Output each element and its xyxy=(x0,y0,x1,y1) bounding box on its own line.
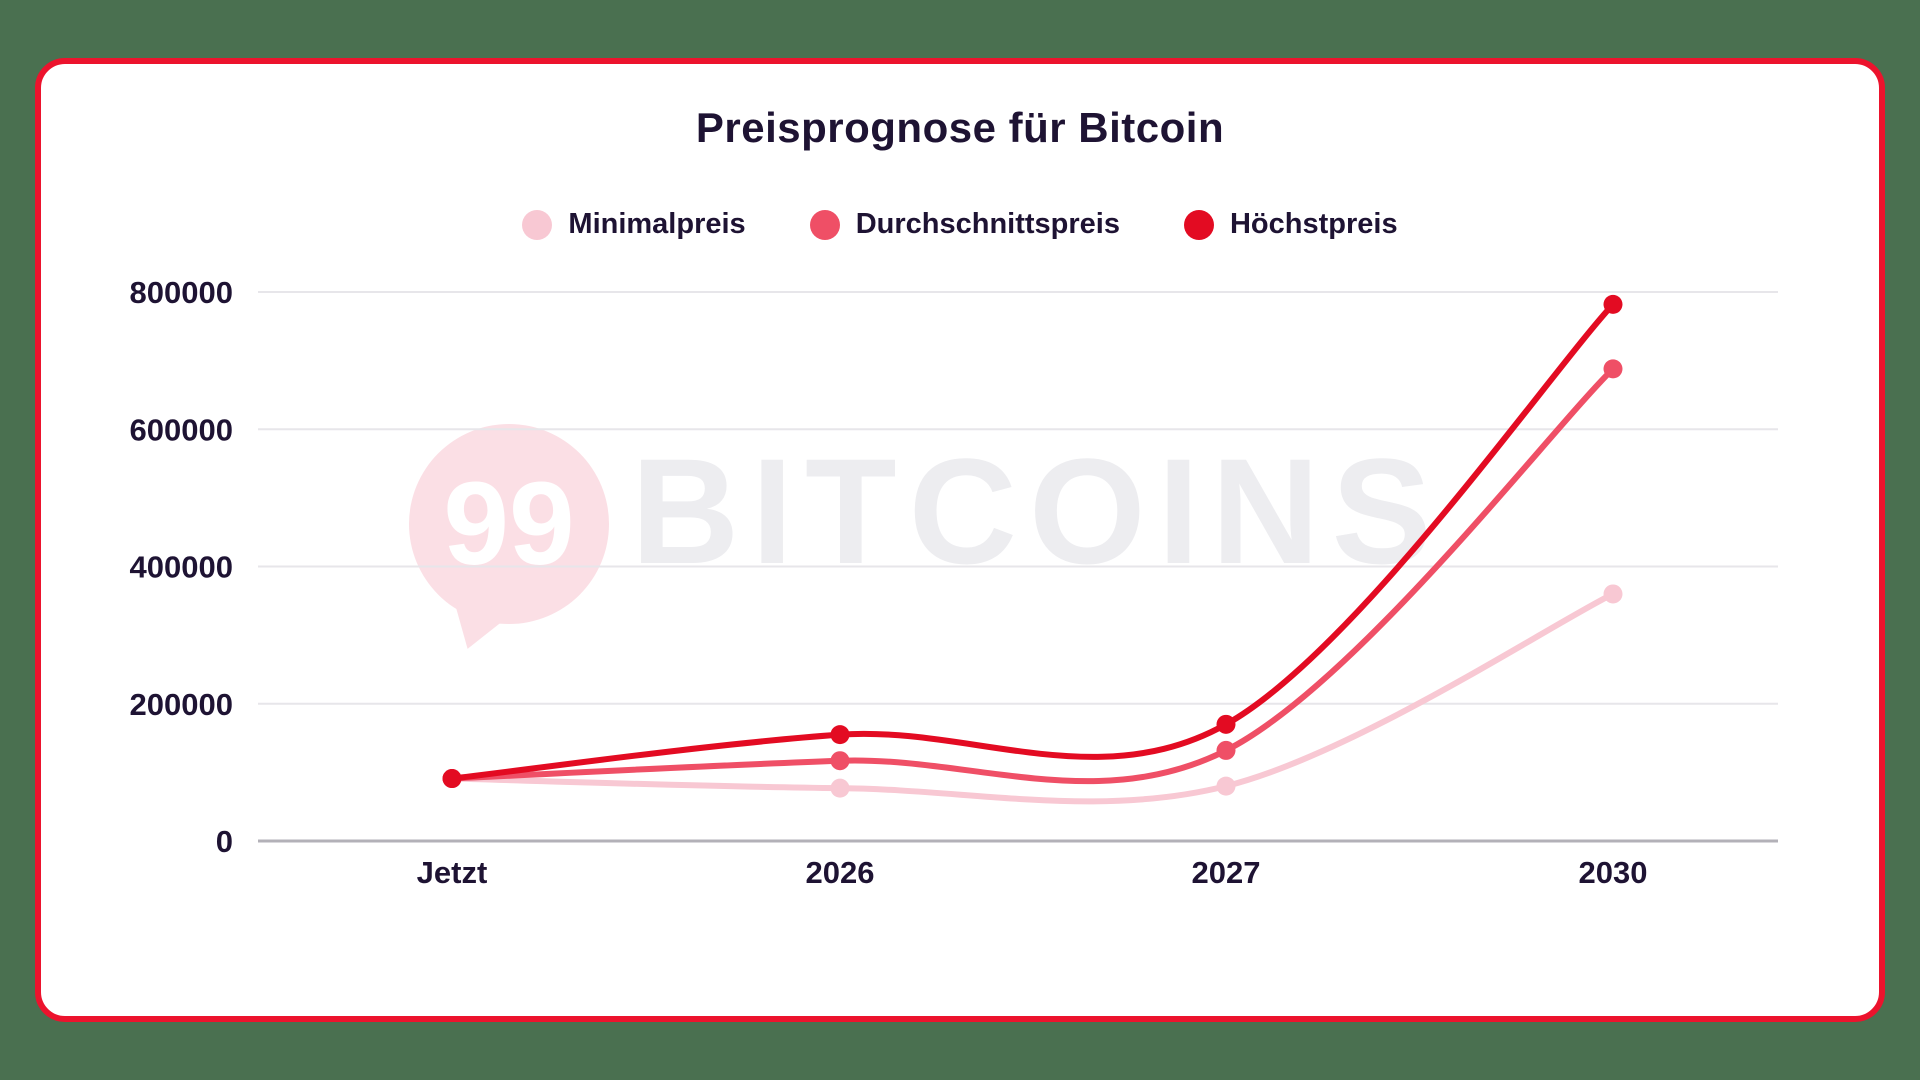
watermark-99bitcoins: 99 BITCOINS xyxy=(409,424,1444,659)
data-point-durchschnittspreis xyxy=(1216,740,1236,760)
watermark-logo-number: 99 xyxy=(443,458,575,590)
x-tick-label: 2026 xyxy=(806,855,875,890)
legend-item-durchschnittspreis: Durchschnittspreis xyxy=(809,208,1120,241)
data-point-minimalpreis xyxy=(1216,776,1236,796)
series-line-höchstpreis xyxy=(449,301,1616,782)
legend-item-höchstpreis: Höchstpreis xyxy=(1183,208,1398,241)
y-tick-label: 800000 xyxy=(130,275,233,310)
legend-label: Durchschnittspreis xyxy=(855,208,1120,240)
data-point-höchstpreis xyxy=(1216,714,1236,734)
legend-label: Minimalpreis xyxy=(568,208,746,240)
line-chart: 0 200000 400000 600000 800000 Jetzt 2026 2027 20… xyxy=(130,275,1778,890)
data-point-minimalpreis xyxy=(1603,584,1623,604)
data-point-minimalpreis xyxy=(830,778,850,798)
data-point-durchschnittspreis xyxy=(830,751,850,771)
x-tick-label: 2030 xyxy=(1579,855,1648,890)
legend: Minimalpreis Durchschnittspreis Höchstprei… xyxy=(41,208,1879,241)
chart-card: Preisprognose für Bitcoin Minimalpreis Du… xyxy=(35,58,1885,1022)
watermark-pin-circle: 99 xyxy=(409,424,609,624)
legend-dot-icon xyxy=(1183,209,1214,240)
data-point-höchstpreis xyxy=(1603,294,1623,314)
data-point-durchschnittspreis xyxy=(1603,359,1623,379)
y-tick-label: 200000 xyxy=(130,687,233,722)
data-point-höchstpreis xyxy=(830,725,850,745)
watermark-pin-logo: 99 xyxy=(409,424,609,659)
legend-dot-icon xyxy=(809,209,840,240)
watermark-brand-text: BITCOINS xyxy=(631,427,1444,595)
y-tick-label: 600000 xyxy=(130,412,233,447)
data-point-höchstpreis xyxy=(442,769,462,789)
x-tick-label: Jetzt xyxy=(417,855,488,890)
y-tick-label: 0 xyxy=(216,824,233,859)
y-tick-label: 400000 xyxy=(130,550,233,585)
legend-dot-icon xyxy=(522,209,553,240)
x-tick-label: 2027 xyxy=(1192,855,1261,890)
chart-title: Preisprognose für Bitcoin xyxy=(695,104,1225,151)
legend-label: Höchstpreis xyxy=(1229,208,1398,240)
series-line-durchschnittspreis xyxy=(449,365,1616,785)
series-line-minimalpreis xyxy=(449,590,1616,805)
legend-item-minimalpreis: Minimalpreis xyxy=(522,208,746,241)
